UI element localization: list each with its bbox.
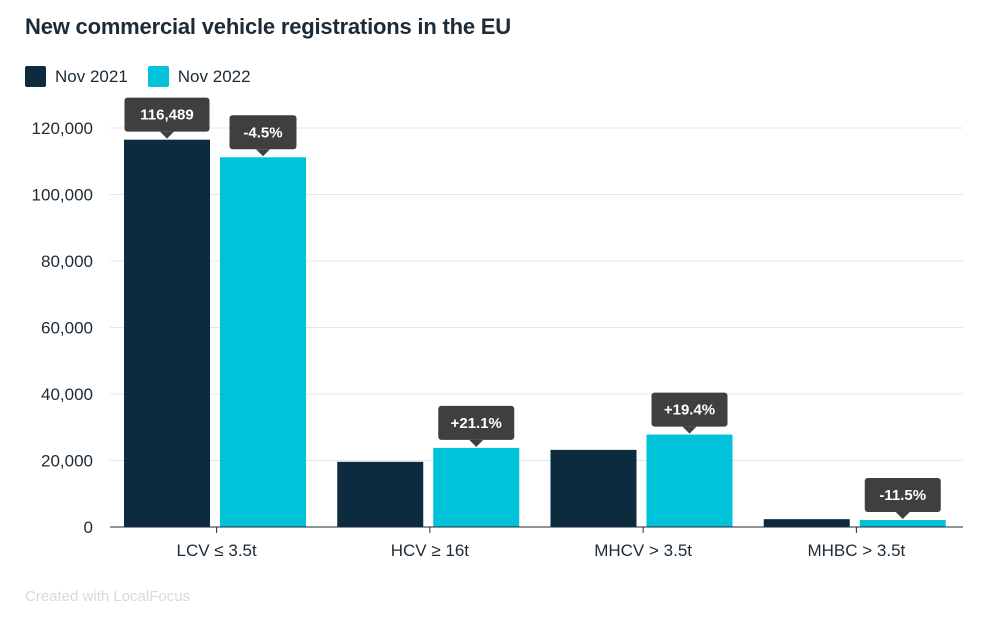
bar	[646, 434, 733, 527]
data-label: 116,489	[124, 97, 210, 139]
y-tick-label: 0	[84, 518, 93, 537]
bar	[763, 519, 850, 527]
data-label-pointer	[160, 131, 174, 139]
x-tick-label: LCV ≤ 3.5t	[177, 541, 257, 560]
y-tick-label: 100,000	[32, 186, 93, 205]
data-label-box	[864, 478, 941, 513]
bar	[550, 449, 637, 527]
data-label: +19.4%	[651, 392, 728, 434]
bar	[337, 461, 424, 527]
y-tick-label: 60,000	[41, 319, 93, 338]
data-label-pointer	[682, 426, 697, 434]
legend: Nov 2021 Nov 2022	[25, 66, 271, 87]
data-label-box	[651, 392, 728, 427]
y-tick-label: 20,000	[41, 452, 93, 471]
data-label-pointer	[256, 149, 270, 157]
data-label: -4.5%	[229, 115, 297, 157]
x-tick-label: MHCV > 3.5t	[594, 541, 692, 560]
data-label-box	[438, 405, 515, 440]
bar	[859, 520, 946, 527]
y-tick-label: 80,000	[41, 252, 93, 271]
x-tick-label: HCV ≥ 16t	[391, 541, 470, 560]
y-tick-label: 120,000	[32, 119, 93, 138]
data-label: +21.1%	[438, 405, 515, 447]
legend-label-nov-2022: Nov 2022	[177, 66, 251, 86]
y-tick-label: 40,000	[41, 385, 93, 404]
data-labels: 116,489 -4.5% +21.1% +19.4% -11.5%	[124, 97, 941, 520]
x-axis: LCV ≤ 3.5t HCV ≥ 16t MHCV > 3.5t MHBC > 3.5…	[110, 526, 963, 560]
data-label: -11.5%	[864, 478, 941, 520]
legend-label-nov-2021: Nov 2021	[55, 66, 128, 86]
data-label-text: 116,489	[140, 107, 193, 124]
chart-title: New commercial vehicle registrations in …	[25, 14, 511, 39]
data-label-text: -4.5%	[243, 124, 282, 141]
legend-item-nov-2021: Nov 2021	[25, 66, 128, 87]
legend-swatch-nov-2021	[25, 66, 46, 87]
data-label-box	[124, 97, 210, 132]
credit-text: Created with LocalFocus	[25, 588, 191, 605]
data-label-pointer	[469, 439, 484, 447]
bar	[220, 157, 306, 527]
bar	[433, 447, 520, 527]
y-axis: 0 20,000 40,000 60,000 80,000 100,000 120,000	[32, 119, 93, 537]
data-label-text: +21.1%	[451, 415, 502, 432]
bar	[124, 139, 210, 527]
legend-item-nov-2022: Nov 2022	[147, 66, 251, 87]
data-label-pointer	[895, 512, 910, 520]
bars	[124, 139, 946, 527]
data-label-text: -11.5%	[879, 487, 926, 504]
x-tick-label: MHBC > 3.5t	[807, 541, 905, 560]
data-label-text: +19.4%	[664, 402, 715, 419]
legend-swatch-nov-2022	[147, 66, 169, 87]
data-label-box	[229, 115, 297, 150]
